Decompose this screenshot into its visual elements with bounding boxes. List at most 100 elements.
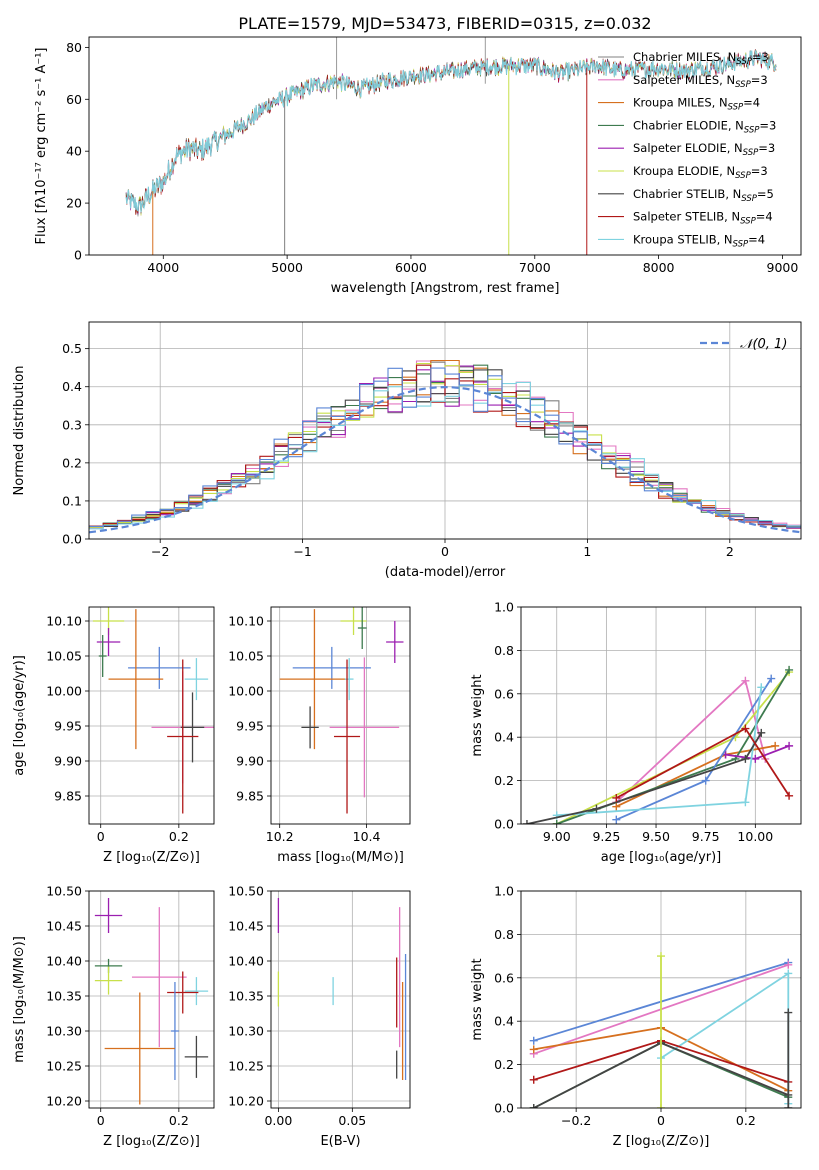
age_vs_mass-xtick-label: 10.4 [353,829,381,844]
weight_vs_age-marker [741,754,750,763]
weight_vs_age-xtick-label: 9.50 [642,829,670,844]
weight_vs_age-series-chabrier-stelib [526,732,763,824]
weight_vs_age-marker [757,683,766,692]
mass_vs_Z-point [94,966,123,995]
weight_vs_age-series-kroupa-stelib [556,687,763,817]
weight_vs_Z-marker [784,1104,793,1108]
mass_vs_ebv-ytick-label: 10.20 [228,1094,264,1109]
weight_vs_age-marker [785,665,794,674]
mass_vs_ebv-ytick-label: 10.40 [228,954,264,969]
weight_vs_Z-marker [784,960,793,969]
residuals-xlabel: (data-model)/error [385,565,506,580]
spectrum-panel: 4000 5000 6000 7000 8000 9000 0 20 40 60 80 wavelen… [34,36,802,296]
weight_vs_Z-marker [784,969,793,978]
weight_vs_age-plot-area [522,665,794,824]
mass_vs_Z-plot-area [94,898,209,1105]
mass_vs_ebv-ytick-label: 10.45 [228,919,264,934]
weight_vs_age-xtick-label: 9.00 [543,829,571,844]
weight_vs_age-ytick-label: 0.0 [494,817,514,832]
weight_vs_age-xlabel: age [log₁₀(age/yr)] [601,850,722,865]
residuals-ytick-label: 0.5 [62,341,82,356]
legend-label: Kroupa ELODIE, NSSP=3 [633,164,768,181]
weight_vs_age-series-chabrier-elodie [556,669,790,824]
mass_vs_Z-ytick-label: 10.25 [46,1059,82,1074]
residuals-ytick-label: 0.2 [62,455,82,470]
residuals-frame [88,321,802,540]
age_vs_Z-ytick-label: 10.00 [46,684,82,699]
mass_vs_Z-point [184,977,209,1006]
age_vs_mass-frame [270,606,411,825]
age_vs_mass-ytick-label: 9.85 [236,789,264,804]
mass_vs_Z-point [184,1035,209,1078]
age_vs_Z-xtick-label: 0 [97,829,105,844]
weight_vs_Z-marker [529,1104,538,1108]
spectrum-xlabel: wavelength [Angstrom, rest frame] [331,281,560,296]
residuals-xtick-label: 1 [583,544,591,559]
residuals-ytick-label: 0.4 [62,379,82,394]
residuals-ytick-label: 0.0 [62,532,82,547]
weight_vs_age-ytick-label: 1.0 [494,600,514,615]
age_vs_Z-grid [89,607,214,824]
mass_vs_Z-ytick-label: 10.20 [46,1094,82,1109]
weight_vs_Z-ytick-label: 0.4 [494,1014,514,1029]
weight_vs_age-marker [751,754,760,763]
age_vs_mass-point [292,646,371,689]
spectrum-ytick-label: 80 [66,40,82,55]
residuals-ytick-label: 0.1 [62,493,82,508]
mass_vs_ebv-ytick-label: 10.50 [228,884,264,899]
weight_vs_age-marker [612,793,621,802]
weight_vs_Z-marker [529,1075,538,1084]
spectrum-ytick-label: 60 [66,92,82,107]
residuals-plot-area [89,359,801,534]
legend-label: Salpeter ELODIE, NSSP=3 [633,141,775,158]
weight_vs_age-grid [521,606,801,825]
weight_vs_age-marker [552,820,561,824]
mass_vs_ebv-xlabel: E(B-V) [320,1134,360,1149]
weight_vs_Z-frame [520,890,802,1109]
legend-label: Kroupa MILES, NSSP=4 [633,96,760,113]
age_vs_Z-ylabel: age [log₁₀(age/yr)] [12,655,27,776]
age_vs_mass-ytick-label: 10.05 [228,649,264,664]
age_vs_mass-point [386,621,404,663]
weight_vs_Z-marker [657,1104,665,1108]
residuals-xtick-label: 2 [726,544,734,559]
mass_vs_Z-grid [89,890,214,1108]
age_vs_mass-point [357,607,367,649]
mass_vs_Z-frame [88,890,215,1109]
age_vs_Z-frame [88,606,215,825]
mass_vs_Z-point [167,971,199,1014]
legend-label: Salpeter STELIB, NSSP=4 [633,210,773,227]
mass_vs_Z-point [131,907,187,1048]
weight_vs_age-marker [767,674,776,683]
mass_vs_ebv-ytick-label: 10.35 [228,989,264,1004]
spectrum-ylabel: Flux [fλ10⁻¹⁷ erg cm⁻² s⁻¹ A⁻¹] [34,48,49,245]
weight_vs_Z-xtick-label: 0.2 [736,1113,756,1128]
mass-weight-vs-metallicity-panel: −0.2 0 0.2 0.0 0.2 0.4 0.6 0.8 1.0 Z [log₁₀(Z/Z⊙)… [470,884,802,1149]
legend-label: Salpeter MILES, NSSP=3 [633,73,768,90]
mass_vs_Z-ytick-label: 10.45 [46,919,82,934]
weight_vs_Z-ytick-label: 0.8 [494,927,514,942]
histogram-blue [89,367,801,528]
spectrum-legend: Chabrier MILES, NSSP=3 Salpeter MILES, NS… [598,50,776,249]
age_vs_mass-point [301,706,319,749]
mass_vs_Z-ylabel: mass [log₁₀(M/M⊙)] [12,936,27,1063]
weight_vs_Z-xtick-label: 0 [657,1113,665,1128]
residuals-xtick-label: 0 [441,544,449,559]
legend-label: Chabrier MILES, NSSP=3 [633,50,769,67]
weight_vs_age-marker [741,798,750,807]
age_vs_Z-point [184,658,209,701]
weight_vs_Z-marker [529,1045,538,1054]
spectrum-plot-area [125,37,777,255]
weight_vs_age-xtick-label: 10.00 [737,829,773,844]
mass_vs_ebv-plot-area [277,898,407,1080]
weight_vs_Z-marker [657,952,665,961]
residuals-panel: −2 −1 0 1 2 0.0 0.1 0.2 0.3 0.4 0.5 (data-model)/er… [12,321,802,580]
mass_vs_Z-point [94,898,123,933]
age_vs_Z-point [96,628,121,656]
spectrum-ytick-label: 0 [74,248,82,263]
weight_vs_Z-marker [784,1008,793,1017]
figure-title: PLATE=1579, MJD=53473, FIBERID=0315, z=0… [238,14,651,33]
weight_vs_Z-plot-area [529,952,793,1108]
weight_vs_age-xtick-label: 9.75 [692,829,720,844]
age_vs_Z-point [167,659,199,814]
